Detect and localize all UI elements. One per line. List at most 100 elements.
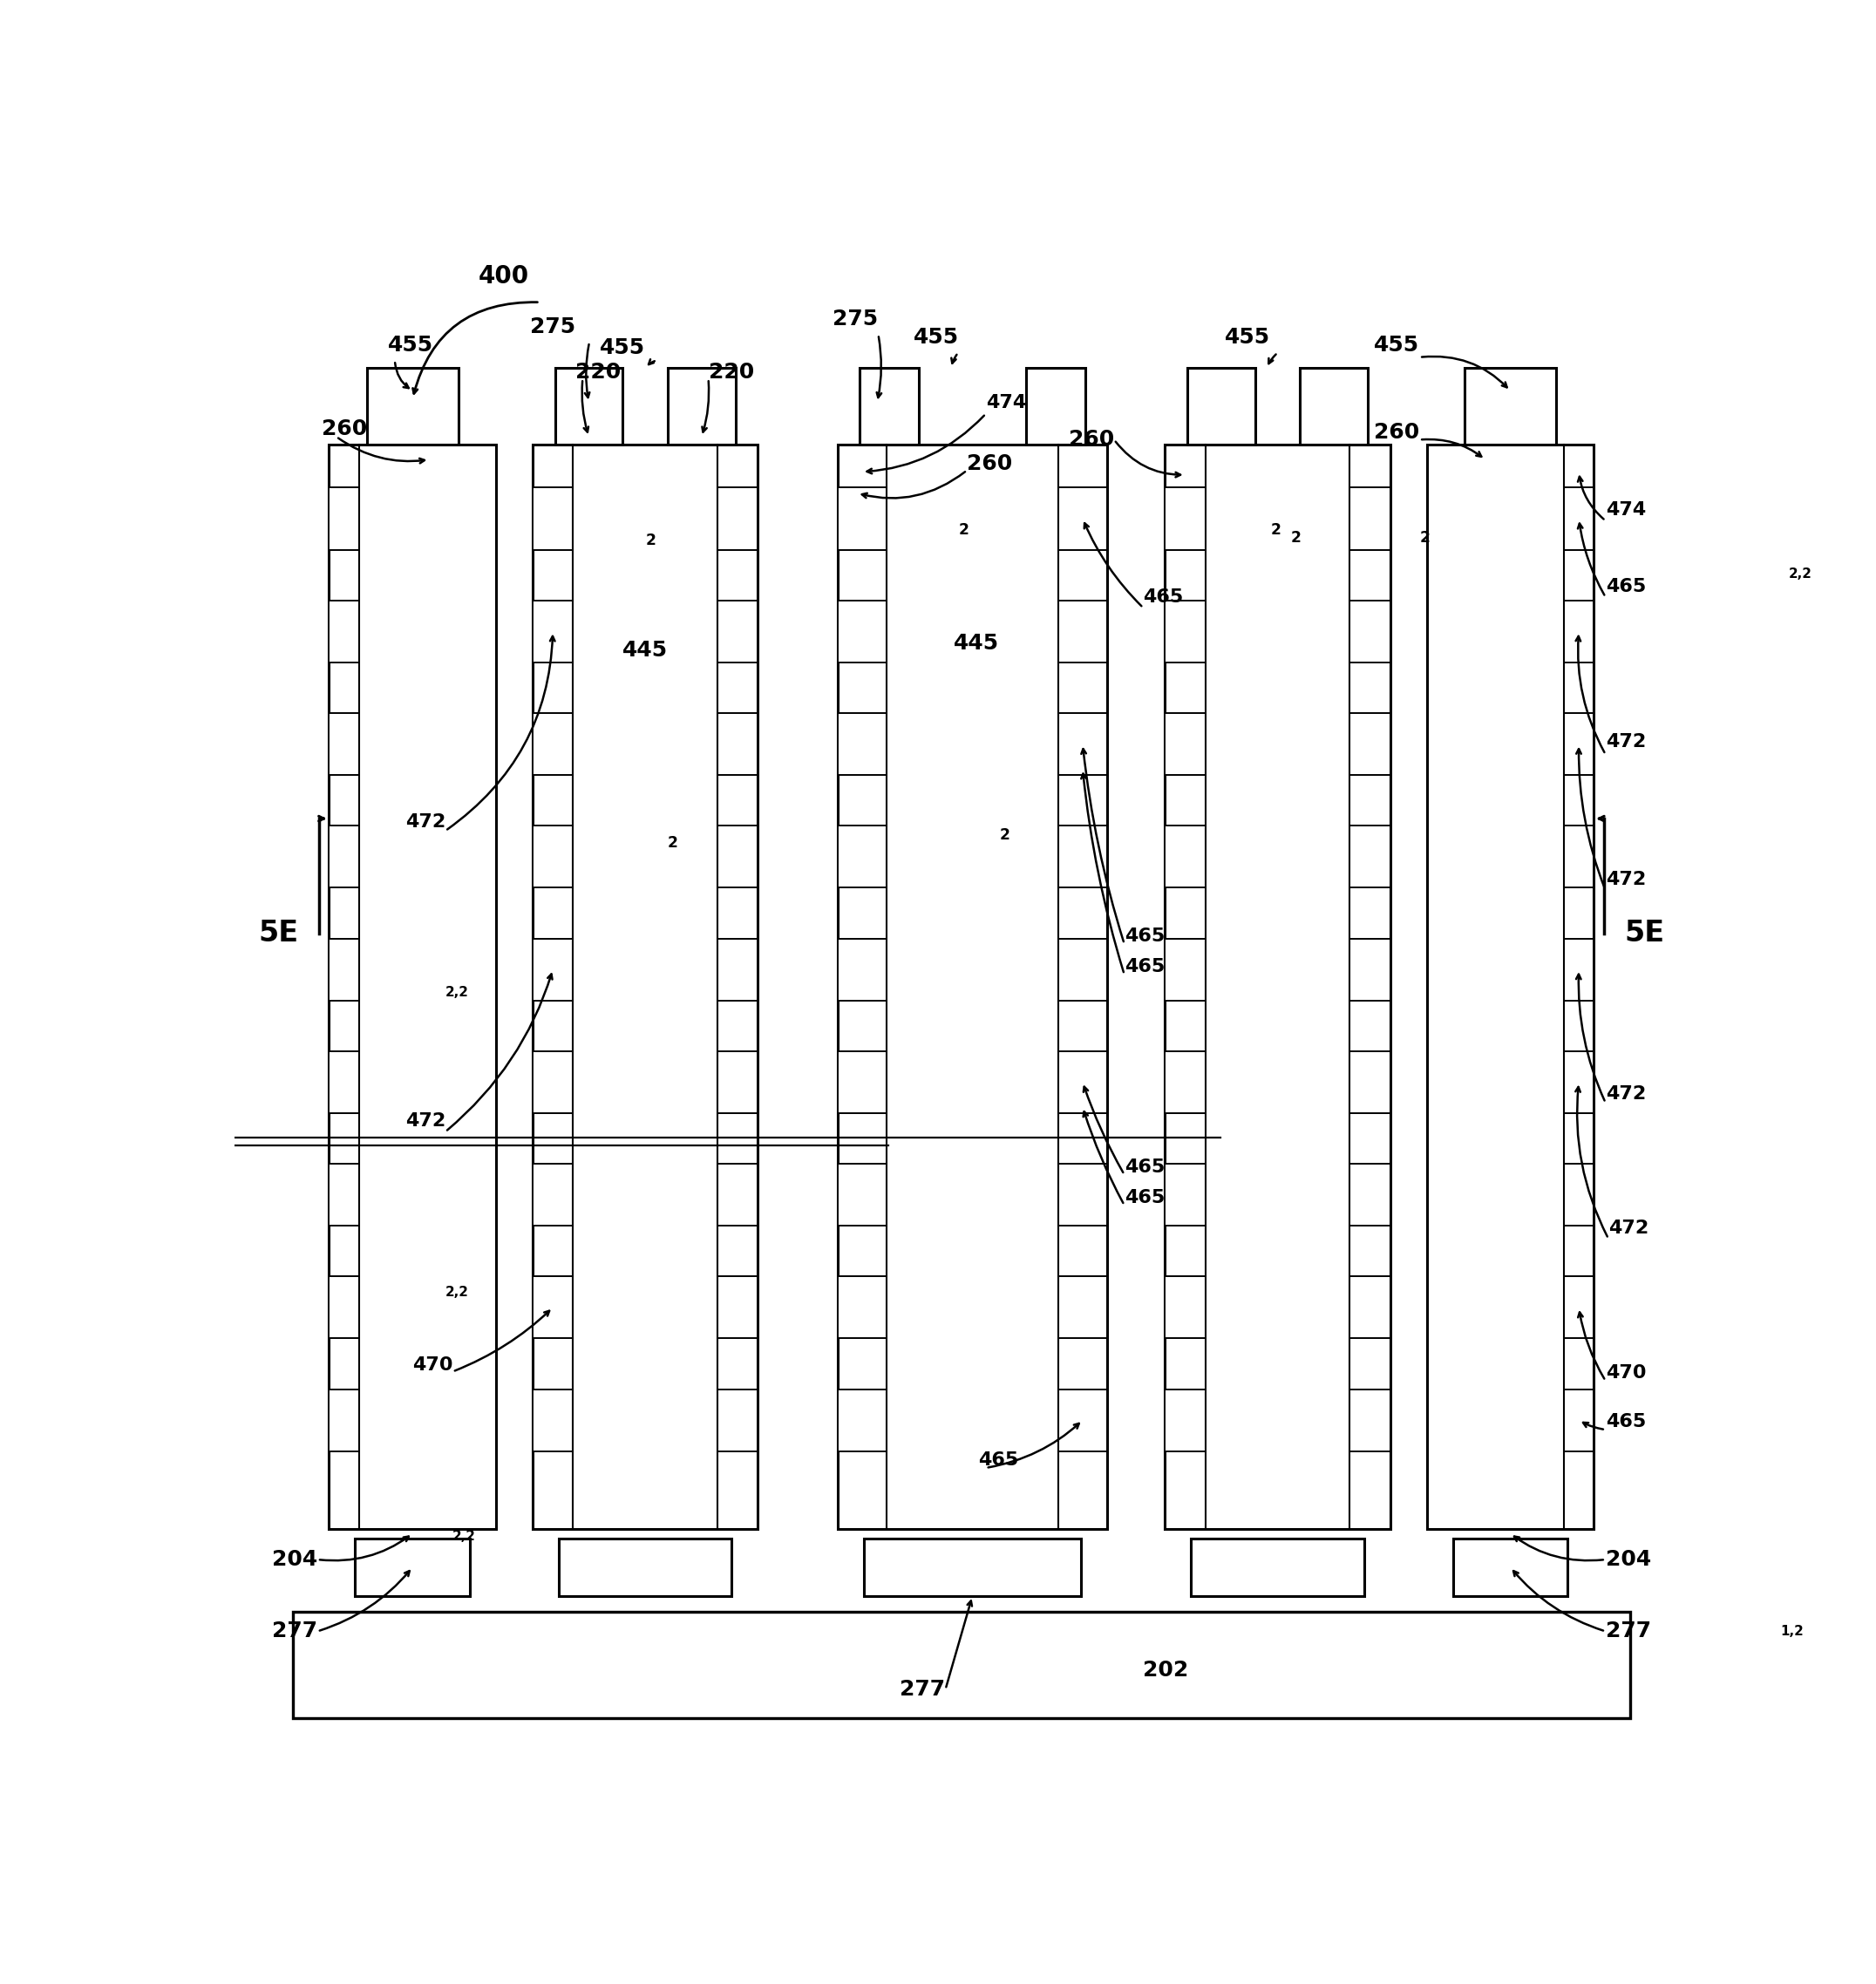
Bar	[717, 1276, 758, 1339]
Bar	[1058, 601, 1107, 663]
Text: 2: 2	[1291, 530, 1300, 546]
Bar	[717, 601, 758, 663]
Bar	[533, 488, 572, 550]
Bar	[839, 601, 885, 663]
Text: 220: 220	[576, 361, 621, 383]
Bar	[533, 938, 572, 1000]
Text: 445: 445	[953, 633, 1000, 653]
Bar	[328, 1276, 358, 1339]
Text: 1,2: 1,2	[1780, 1625, 1803, 1639]
Bar	[533, 1052, 572, 1113]
Bar	[859, 367, 919, 444]
Text: 455: 455	[388, 335, 433, 355]
Bar	[1165, 1165, 1206, 1226]
Bar	[328, 938, 358, 1000]
Text: 220: 220	[709, 361, 754, 383]
Bar	[1426, 444, 1595, 1530]
Bar	[1351, 938, 1390, 1000]
Bar	[328, 601, 358, 663]
Bar	[1191, 1538, 1364, 1597]
Bar	[533, 444, 758, 1530]
Text: 455: 455	[1225, 327, 1270, 347]
Bar	[1058, 1276, 1107, 1339]
Text: 472: 472	[405, 813, 445, 831]
Bar	[1565, 1165, 1595, 1226]
Bar	[533, 1389, 572, 1450]
Bar	[1058, 1165, 1107, 1226]
Text: 5E: 5E	[259, 919, 298, 948]
Bar	[717, 825, 758, 887]
Bar	[1565, 601, 1595, 663]
Bar	[328, 1165, 358, 1226]
Text: 275: 275	[833, 310, 878, 329]
Bar	[328, 712, 358, 776]
Bar	[1188, 367, 1255, 444]
Text: 260: 260	[1069, 429, 1114, 450]
Bar	[1165, 444, 1390, 1530]
Bar	[1165, 825, 1206, 887]
Bar	[1351, 1052, 1390, 1113]
Bar	[1452, 1538, 1568, 1597]
Bar	[328, 825, 358, 887]
Bar	[1565, 712, 1595, 776]
Text: 260: 260	[323, 419, 368, 440]
Text: 470: 470	[413, 1357, 452, 1375]
Bar	[1565, 1052, 1595, 1113]
Text: 2: 2	[1000, 827, 1009, 843]
Bar	[366, 367, 458, 444]
Bar	[717, 1165, 758, 1226]
Text: 465: 465	[1124, 958, 1165, 976]
Bar	[1165, 712, 1206, 776]
Bar	[1058, 488, 1107, 550]
Bar	[1565, 825, 1595, 887]
Text: 260: 260	[966, 454, 1013, 474]
Text: 204: 204	[1606, 1550, 1651, 1569]
Bar	[717, 1052, 758, 1113]
Bar	[328, 1052, 358, 1113]
Text: 277: 277	[900, 1678, 946, 1700]
Bar	[328, 444, 495, 1530]
Bar	[717, 1389, 758, 1450]
Bar	[328, 488, 358, 550]
Bar	[1351, 488, 1390, 550]
Text: 2: 2	[959, 522, 970, 538]
Text: 465: 465	[1124, 1188, 1165, 1206]
Text: 465: 465	[1606, 1413, 1645, 1430]
Bar	[1165, 938, 1206, 1000]
Text: 474: 474	[1606, 502, 1645, 518]
Text: 260: 260	[1373, 423, 1420, 442]
Bar	[839, 712, 885, 776]
Bar	[533, 712, 572, 776]
Bar	[533, 1276, 572, 1339]
Text: 455: 455	[914, 327, 959, 347]
Text: 2: 2	[1420, 530, 1430, 546]
Text: 472: 472	[1608, 1220, 1649, 1236]
Bar	[1351, 825, 1390, 887]
Bar	[668, 367, 735, 444]
Bar	[1058, 1052, 1107, 1113]
Text: 2,2: 2,2	[452, 1530, 477, 1544]
Bar	[1565, 488, 1595, 550]
Bar	[1165, 601, 1206, 663]
Text: 465: 465	[1124, 1159, 1165, 1177]
Text: 277: 277	[1606, 1621, 1651, 1643]
Bar	[839, 938, 885, 1000]
Text: 474: 474	[985, 395, 1026, 413]
Text: 202: 202	[1142, 1661, 1189, 1680]
Text: 2: 2	[668, 835, 677, 851]
Bar	[1058, 825, 1107, 887]
Bar	[533, 825, 572, 887]
Bar	[1351, 712, 1390, 776]
Text: 455: 455	[1373, 335, 1420, 355]
Bar	[839, 1276, 885, 1339]
Bar	[1058, 938, 1107, 1000]
Bar	[717, 488, 758, 550]
Text: 465: 465	[1606, 577, 1645, 595]
Text: 465: 465	[1124, 927, 1165, 944]
Text: 204: 204	[272, 1550, 317, 1569]
Bar	[533, 601, 572, 663]
Text: 465: 465	[1142, 589, 1184, 605]
Text: 465: 465	[977, 1452, 1019, 1468]
Text: 2,2: 2,2	[445, 1286, 469, 1300]
Text: 277: 277	[272, 1621, 317, 1643]
